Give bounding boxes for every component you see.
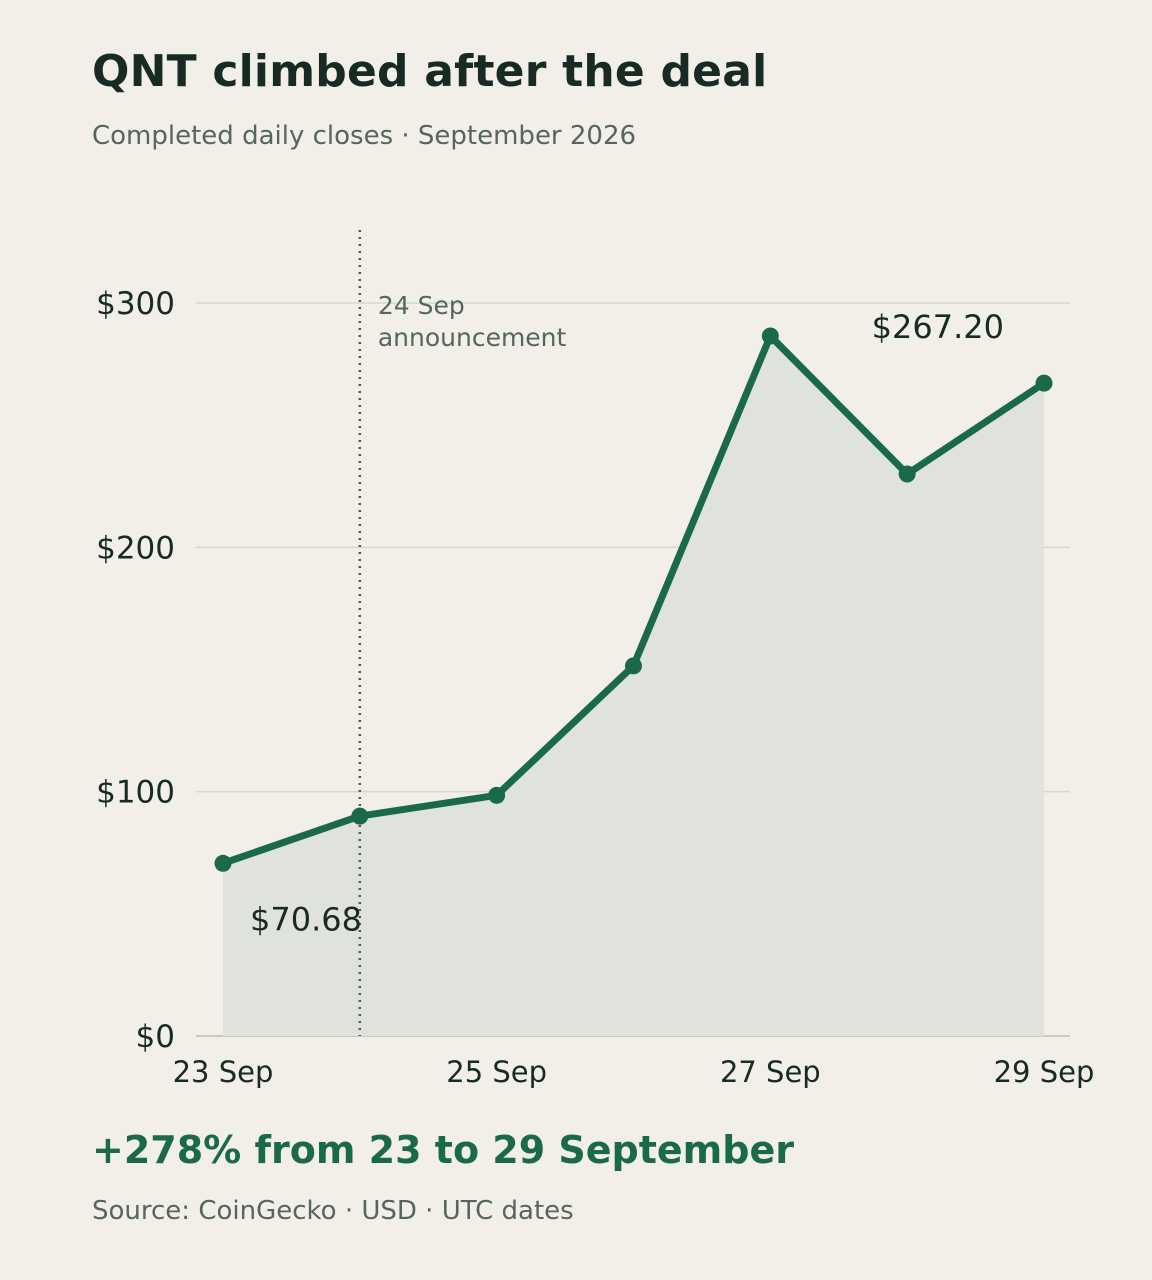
gridlines: $0 $100 $200 $300 23 Sep 25 Sep 27 Sep 29 Sep (96, 286, 1094, 1089)
data-label: $267.20 (872, 308, 1004, 346)
annotation: 24 Sep announcement (358, 230, 567, 1036)
chart-title: QNT climbed after the deal (92, 46, 768, 97)
x-tick-label: 23 Sep (173, 1055, 274, 1089)
y-tick-label: $200 (96, 530, 175, 566)
y-tick-label: $0 (136, 1019, 175, 1055)
area-under-line (223, 335, 1044, 1036)
x-tick-label: 29 Sep (994, 1055, 1095, 1089)
y-tick-label: $300 (96, 286, 175, 322)
data-point (761, 327, 779, 345)
data-label: $70.68 (250, 900, 362, 938)
data-point (625, 657, 642, 675)
data-point (488, 786, 506, 804)
data-point (214, 854, 232, 872)
announcement-label: 24 Sep (378, 291, 465, 320)
data-points (214, 327, 1053, 872)
x-tick-label: 25 Sep (446, 1055, 547, 1089)
data-point (351, 807, 369, 825)
change-callout: +278% from 23 to 29 September (92, 1128, 794, 1172)
announcement-label: announcement (378, 323, 567, 352)
data-point (1035, 374, 1053, 392)
source-note: Source: CoinGecko · USD · UTC dates (92, 1196, 574, 1226)
chart-subtitle: Completed daily closes · September 2026 (92, 121, 637, 151)
labels: $70.68 $267.20 (250, 308, 1004, 938)
x-tick-label: 27 Sep (720, 1055, 821, 1089)
data-point (898, 465, 916, 483)
area-fill (223, 335, 1044, 1036)
y-tick-label: $100 (96, 775, 175, 811)
